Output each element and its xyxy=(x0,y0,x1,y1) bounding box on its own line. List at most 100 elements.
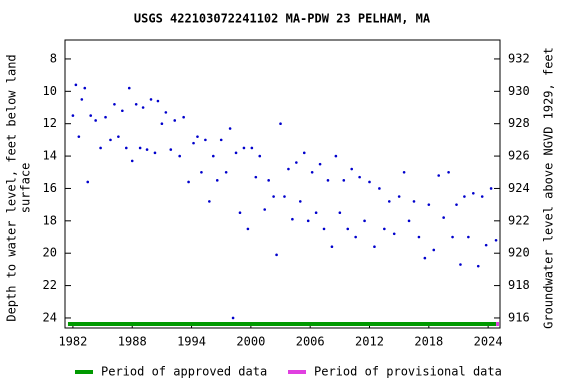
data-point xyxy=(455,203,458,206)
y-tick-label: 24 xyxy=(43,310,57,324)
data-point xyxy=(387,200,391,203)
data-point xyxy=(267,179,270,182)
data-point xyxy=(196,135,199,138)
x-tick-label: 1988 xyxy=(118,335,147,349)
period-bar xyxy=(67,322,497,326)
data-point xyxy=(279,122,282,125)
x-tick-label: 2006 xyxy=(296,335,325,349)
data-point xyxy=(192,141,195,145)
data-point xyxy=(459,263,462,266)
data-point xyxy=(254,175,258,179)
data-point xyxy=(228,127,232,130)
data-point xyxy=(432,248,436,252)
data-point xyxy=(368,180,371,184)
y2-tick-label: 920 xyxy=(508,246,530,260)
y-axis-label: Depth to water level, feet below land xyxy=(5,54,19,321)
data-point xyxy=(412,200,416,203)
data-point xyxy=(358,175,361,179)
y-tick-label: 14 xyxy=(43,149,57,163)
data-point xyxy=(342,179,346,182)
data-point xyxy=(164,111,168,114)
data-point xyxy=(447,170,450,174)
data-point xyxy=(160,122,164,125)
data-point xyxy=(204,138,207,142)
data-point xyxy=(113,102,116,106)
data-point xyxy=(322,227,326,231)
data-point xyxy=(109,138,112,142)
data-point xyxy=(208,200,211,203)
data-point xyxy=(258,154,262,158)
data-point xyxy=(153,151,157,155)
data-point xyxy=(373,245,376,249)
data-point xyxy=(407,219,411,223)
data-point xyxy=(145,148,149,151)
x-tick-label: 2018 xyxy=(414,335,443,349)
data-point xyxy=(169,148,173,151)
data-point xyxy=(134,102,138,106)
y2-axis-label: Groundwater level above NGVD 1929, feet xyxy=(542,47,556,329)
data-point xyxy=(484,243,488,247)
data-point xyxy=(156,99,160,103)
data-point xyxy=(219,138,223,142)
data-point xyxy=(211,154,215,158)
data-point xyxy=(234,151,238,155)
data-point xyxy=(272,195,275,198)
data-point xyxy=(417,235,421,239)
data-point xyxy=(402,170,406,174)
y-axis-label: surface xyxy=(19,163,33,214)
data-point xyxy=(326,179,330,182)
y-tick-label: 12 xyxy=(43,116,57,130)
data-point xyxy=(104,115,107,119)
data-point xyxy=(442,216,445,219)
y-tick-label: 8 xyxy=(50,51,57,65)
y-tick-label: 22 xyxy=(43,278,57,292)
data-point xyxy=(231,316,235,320)
x-tick-label: 2012 xyxy=(355,335,384,349)
data-point xyxy=(250,146,254,150)
data-point xyxy=(173,119,177,122)
data-point xyxy=(74,83,78,87)
data-point xyxy=(383,227,386,231)
data-point xyxy=(350,167,354,171)
data-point xyxy=(314,211,318,215)
data-point xyxy=(200,170,203,174)
data-point xyxy=(354,235,357,239)
data-point xyxy=(215,179,219,182)
data-point xyxy=(117,135,120,138)
data-point xyxy=(71,114,75,117)
y2-tick-label: 922 xyxy=(508,213,530,227)
data-point xyxy=(99,146,102,150)
data-point xyxy=(77,135,81,138)
data-point xyxy=(94,119,97,122)
data-point xyxy=(378,187,381,190)
data-point xyxy=(124,146,128,150)
y2-tick-label: 918 xyxy=(508,278,530,292)
data-point xyxy=(489,187,493,190)
data-point xyxy=(291,217,294,221)
data-point xyxy=(138,146,142,150)
data-point xyxy=(127,86,131,90)
data-point xyxy=(141,106,145,109)
data-point xyxy=(423,256,427,260)
y-tick-label: 20 xyxy=(43,246,57,260)
x-tick-label: 2000 xyxy=(236,335,265,349)
data-point xyxy=(427,203,431,206)
y2-tick-label: 930 xyxy=(508,84,530,98)
data-point xyxy=(246,227,250,231)
data-point xyxy=(338,211,342,215)
data-point xyxy=(472,192,475,195)
data-point xyxy=(298,200,302,203)
data-point xyxy=(397,195,401,198)
data-point xyxy=(363,219,366,223)
y2-tick-label: 916 xyxy=(508,310,530,324)
data-point xyxy=(89,114,93,117)
period-bar xyxy=(496,322,500,326)
data-point xyxy=(182,115,185,119)
y2-tick-label: 928 xyxy=(508,116,530,130)
data-point xyxy=(287,167,290,171)
data-point xyxy=(80,98,84,101)
data-point xyxy=(463,195,466,198)
data-point xyxy=(480,195,484,198)
data-point xyxy=(275,253,278,257)
